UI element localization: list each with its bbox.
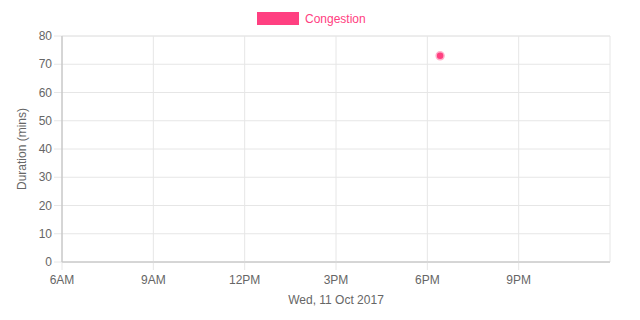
x-tick-label: 9AM: [141, 273, 166, 287]
y-tick-mark: [54, 92, 62, 93]
y-tick-mark: [54, 262, 62, 263]
legend: Congestion: [257, 12, 366, 26]
y-tick-mark: [54, 233, 62, 234]
y-axis-title: Duration (mins): [15, 108, 29, 190]
y-tick-mark: [54, 149, 62, 150]
y-tick-mark: [54, 120, 62, 121]
y-tick-label: 50: [39, 114, 53, 128]
x-tick-label: 6AM: [50, 273, 75, 287]
x-grid-line: [153, 36, 154, 262]
x-tick-mark: [62, 262, 63, 270]
y-tick-label: 80: [39, 29, 53, 43]
x-tick-mark: [518, 262, 519, 270]
x-grid-line: [62, 36, 63, 262]
x-grid-line: [336, 36, 337, 262]
x-tick-label: 3PM: [324, 273, 349, 287]
x-tick-mark: [244, 262, 245, 270]
x-tick-mark: [427, 262, 428, 270]
y-tick-label: 40: [39, 142, 53, 156]
x-axis-line: [62, 262, 610, 263]
y-tick-label: 60: [39, 86, 53, 100]
x-grid-line: [244, 36, 245, 262]
data-marks: [436, 52, 444, 60]
y-tick-mark: [54, 64, 62, 65]
x-tick-mark: [336, 262, 337, 270]
x-grid-line: [518, 36, 519, 262]
plot-frame-top: [62, 36, 610, 37]
plot-frame-right: [610, 36, 611, 262]
y-tick-label: 20: [39, 199, 53, 213]
y-tick-mark: [54, 205, 62, 206]
x-grid-line: [427, 36, 428, 262]
y-tick-mark: [54, 36, 62, 37]
y-tick-label: 10: [39, 227, 53, 241]
x-tick-label: 9PM: [506, 273, 531, 287]
y-tick-label: 70: [39, 57, 53, 71]
y-axis-line: [62, 36, 63, 262]
chart-svg: 0 10 20 30 40 50 60 70 80 6AM 9AM 12PM 3PM 6PM 9PM Wed,…: [0, 0, 640, 320]
x-tick-label: 12PM: [229, 273, 260, 287]
x-axis-title: Wed, 11 Oct 2017: [288, 293, 384, 307]
scatter-point: [436, 52, 444, 60]
legend-swatch: [257, 12, 299, 25]
x-tick-label: 6PM: [415, 273, 440, 287]
x-tick-mark: [153, 262, 154, 270]
y-tick-label: 30: [39, 170, 53, 184]
y-grid-line: [62, 262, 610, 263]
legend-label: Congestion: [305, 12, 366, 26]
y-grid-line: [62, 36, 610, 37]
y-tick-mark: [54, 177, 62, 178]
chart-container: 0 10 20 30 40 50 60 70 80 6AM 9AM 12PM 3PM 6PM 9PM Wed,…: [0, 0, 640, 320]
grid: [54, 36, 610, 270]
y-tick-label: 0: [45, 255, 52, 269]
